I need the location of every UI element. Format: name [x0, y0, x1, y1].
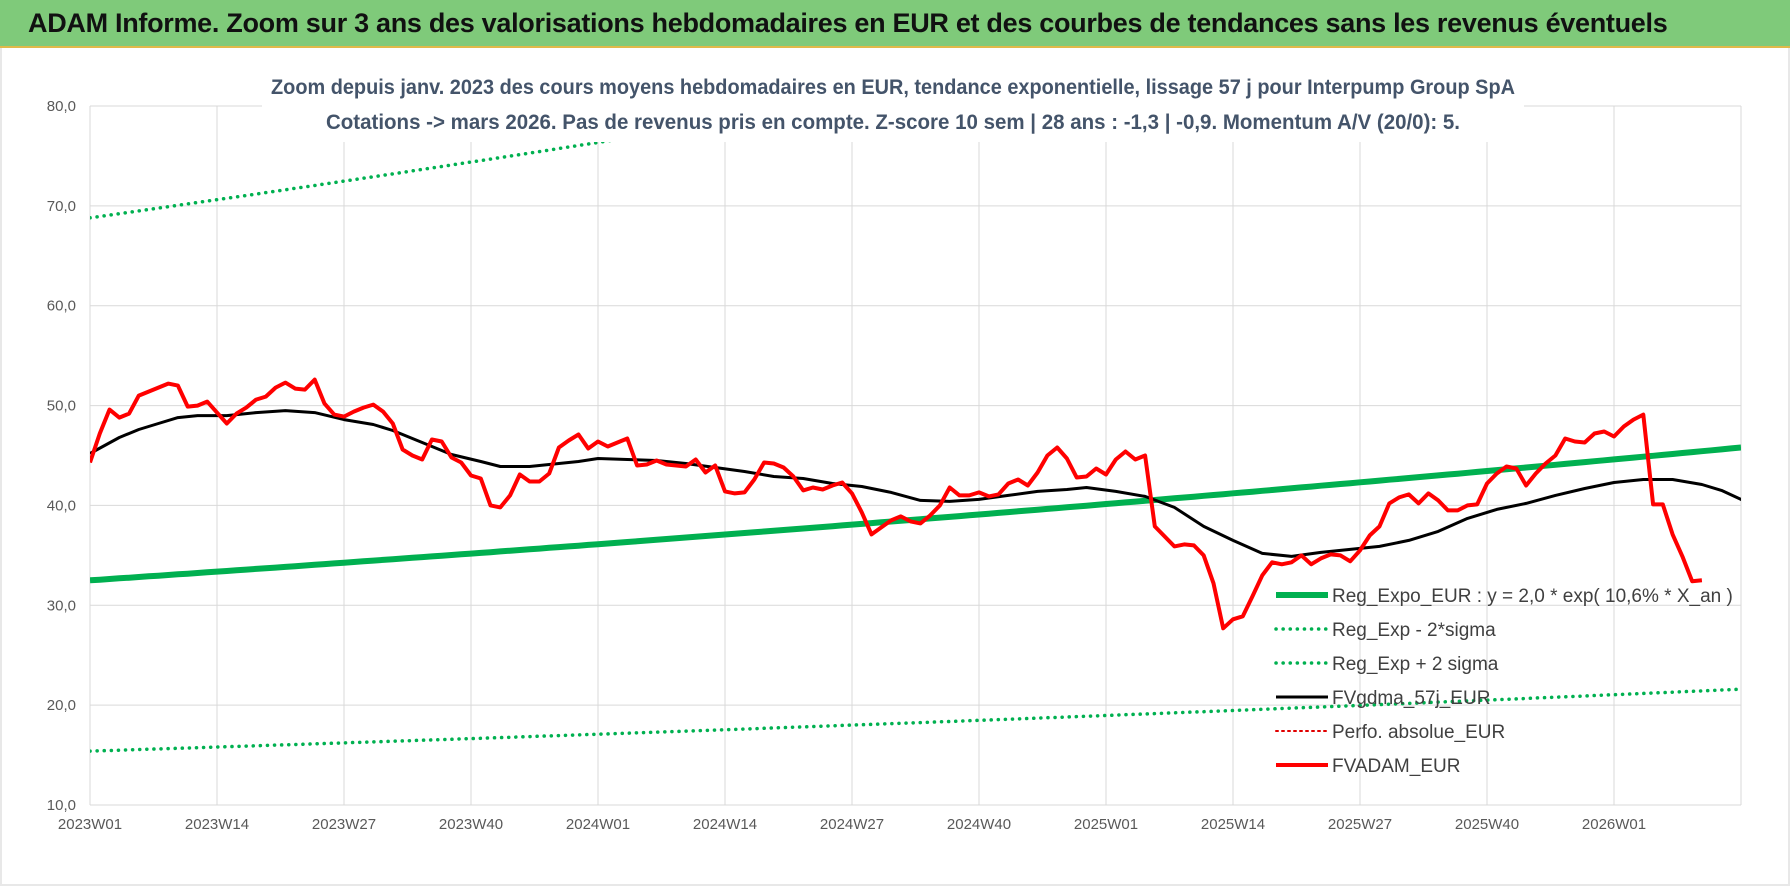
report-title: ADAM Informe. Zoom sur 3 ans des valoris… [28, 8, 1668, 38]
legend-label: Perfo. absolue_EUR [1332, 722, 1505, 743]
chart-subtitle-line-1: Zoom depuis janv. 2023 des cours moyens … [271, 76, 1515, 99]
legend-item-fvgdma: FVgdma_57j_EUR [1276, 688, 1490, 709]
x-axis: 2023W01 2023W14 2023W27 2023W40 2024W01 2024W… [58, 816, 1646, 833]
chart-subtitle-line-2: Cotations -> mars 2026. Pas de revenus p… [326, 111, 1460, 134]
x-tick-label: 2024W14 [693, 816, 757, 833]
legend-label: Reg_Exp - 2*sigma [1332, 620, 1496, 641]
x-tick-label: 2023W27 [312, 816, 376, 833]
legend-label: Reg_Exp + 2 sigma [1332, 654, 1499, 675]
y-tick-label: 60,0 [47, 298, 76, 315]
y-tick-label: 80,0 [47, 98, 76, 115]
y-tick-label: 30,0 [47, 597, 76, 614]
x-tick-label: 2026W01 [1582, 816, 1646, 833]
grid-lines [89, 105, 1742, 806]
report-banner: ADAM Informe. Zoom sur 3 ans des valoris… [0, 0, 1790, 48]
y-tick-label: 70,0 [47, 198, 76, 215]
series-fvgdma [90, 409, 1741, 558]
y-tick-label: 50,0 [47, 398, 76, 415]
legend-label: FVADAM_EUR [1332, 756, 1460, 777]
x-tick-label: 2024W40 [947, 816, 1011, 833]
series-reg-minus-2sigma [90, 687, 1741, 753]
x-tick-label: 2025W14 [1201, 816, 1265, 833]
legend-item-reg-minus: Reg_Exp - 2*sigma [1274, 620, 1496, 641]
subtitle-backdrop [262, 68, 1524, 142]
x-tick-label: 2025W01 [1074, 816, 1138, 833]
legend-label: FVgdma_57j_EUR [1332, 688, 1490, 709]
x-tick-label: 2024W27 [820, 816, 884, 833]
x-tick-label: 2025W40 [1455, 816, 1519, 833]
series-group [90, 106, 1741, 753]
x-tick-label: 2023W40 [439, 816, 503, 833]
series-reg-expo [90, 444, 1741, 584]
legend-item-perfo: Perfo. absolue_EUR [1275, 722, 1505, 743]
y-tick-label: 10,0 [47, 797, 76, 814]
legend: Reg_Expo_EUR : y = 2,0 * exp( 10,6% * X_… [1274, 586, 1733, 777]
legend-item-reg-expo: Reg_Expo_EUR : y = 2,0 * exp( 10,6% * X_… [1276, 586, 1733, 607]
y-tick-label: 20,0 [47, 697, 76, 714]
x-tick-label: 2025W27 [1328, 816, 1392, 833]
series-fvadam [90, 377, 1703, 631]
x-tick-label: 2023W14 [185, 816, 249, 833]
x-tick-label: 2023W01 [58, 816, 122, 833]
y-tick-label: 40,0 [47, 497, 76, 514]
series-reg-plus-2sigma [90, 106, 837, 220]
x-tick-label: 2024W01 [566, 816, 630, 833]
legend-label: Reg_Expo_EUR : y = 2,0 * exp( 10,6% * X_… [1332, 586, 1733, 607]
legend-item-fvadam: FVADAM_EUR [1276, 756, 1460, 777]
legend-item-reg-plus: Reg_Exp + 2 sigma [1274, 654, 1499, 675]
y-axis: 10,0 20,0 30,0 40,0 50,0 60,0 70,0 80,0 [47, 98, 76, 814]
